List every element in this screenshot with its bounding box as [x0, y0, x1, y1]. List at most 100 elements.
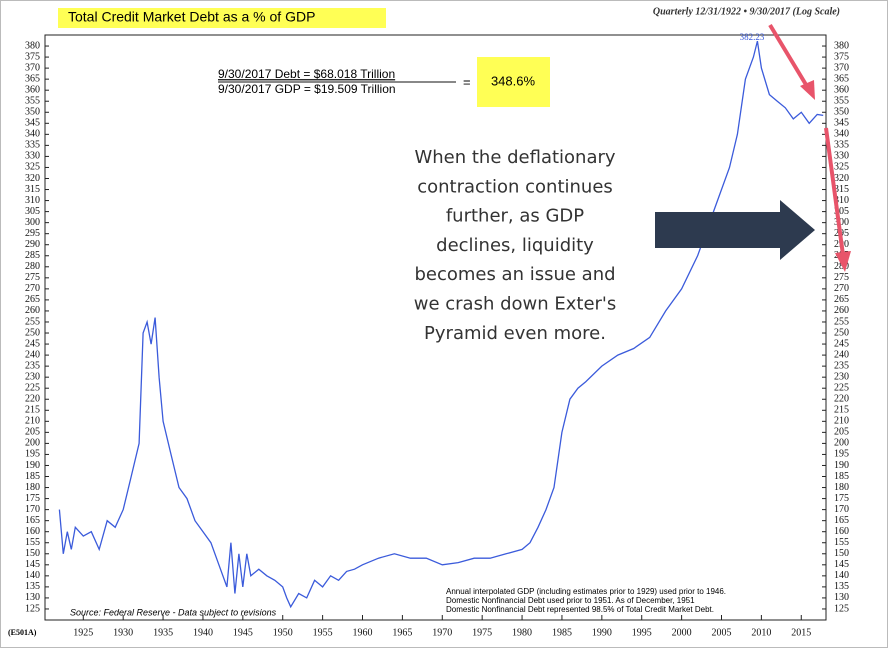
arrow	[824, 127, 845, 256]
formula-equals: =	[463, 74, 471, 89]
y-tick-label: 365	[25, 73, 40, 84]
code: (E501A)	[8, 628, 37, 637]
chart-title: Total Credit Market Debt as a % of GDP	[68, 9, 315, 25]
x-tick-label: 1965	[392, 627, 412, 638]
x-tick-label: 1995	[632, 627, 652, 638]
x-tick-label: 1975	[472, 627, 492, 638]
annotation: When the deflationary contraction continu…	[414, 147, 617, 344]
y-tick-label: 165	[834, 515, 849, 526]
y-tick-label: 275	[25, 272, 40, 283]
footnote: Domestic Nonfinancial Debt used prior to…	[446, 596, 695, 605]
y-tick-label: 170	[25, 504, 40, 515]
y-tick-label: 180	[834, 482, 849, 493]
y-tick-label: 280	[834, 261, 849, 272]
y-tick-label: 285	[25, 250, 40, 261]
y-tick-label: 290	[25, 239, 40, 250]
x-tick-label: 1970	[432, 627, 452, 638]
y-tick-label: 225	[25, 383, 40, 394]
y-tick-label: 155	[25, 537, 40, 548]
y-tick-label: 265	[834, 294, 849, 305]
y-tick-label: 380	[834, 40, 849, 51]
y-tick-label: 300	[25, 217, 40, 228]
y-tick-label: 175	[834, 493, 849, 504]
y-tick-label: 330	[25, 151, 40, 162]
y-tick-label: 240	[25, 349, 40, 360]
x-tick-label: 1940	[193, 627, 213, 638]
annotation-line: Pyramid even more.	[424, 323, 606, 344]
plot-area	[44, 34, 827, 621]
y-tick-label: 310	[834, 195, 849, 206]
y-tick-label: 150	[834, 548, 849, 559]
title-box	[58, 8, 386, 28]
y-tick-label: 125	[834, 603, 849, 614]
y-tick-label: 135	[25, 581, 40, 592]
y-tick-label: 175	[25, 493, 40, 504]
y-tick-label: 140	[834, 570, 849, 581]
y-tick-label: 255	[25, 316, 40, 327]
y-tick-label: 140	[25, 570, 40, 581]
formula-line: 9/30/2017 GDP = $19.509 Trillion	[218, 82, 396, 96]
y-tick-label: 210	[834, 416, 849, 427]
y-tick-label: 200	[834, 438, 849, 449]
y-tick-label: 335	[834, 140, 849, 151]
y-tick-label: 345	[25, 118, 40, 129]
footnote: Annual interpolated GDP (including estim…	[446, 587, 726, 596]
y-tick-label: 355	[834, 96, 849, 107]
arrow	[655, 200, 815, 260]
y-tick-label: 280	[25, 261, 40, 272]
y-tick-label: 360	[834, 84, 849, 95]
y-tick-label: 130	[834, 592, 849, 603]
x-tick-label: 1980	[512, 627, 532, 638]
y-tick-label: 370	[834, 62, 849, 73]
y-tick-label: 160	[25, 526, 40, 537]
y-tick-label: 190	[834, 460, 849, 471]
y-tick-label: 355	[25, 96, 40, 107]
y-tick-label: 315	[25, 184, 40, 195]
y-tick-label: 195	[25, 449, 40, 460]
y-tick-label: 340	[25, 129, 40, 140]
y-tick-label: 260	[834, 305, 849, 316]
annotation-line: contraction continues	[417, 176, 613, 197]
y-tick-label: 345	[834, 118, 849, 129]
y-tick-label: 185	[25, 471, 40, 482]
y-tick-label: 220	[834, 394, 849, 405]
x-tick-label: 1930	[113, 627, 133, 638]
source: Source: Federal Reserve - Data subject t…	[70, 607, 277, 617]
y-tick-label: 250	[834, 327, 849, 338]
y-tick-label: 265	[25, 294, 40, 305]
x-tick-label: 2015	[791, 627, 811, 638]
x-tick-label: 1950	[273, 627, 293, 638]
y-tick-label: 180	[25, 482, 40, 493]
y-tick-label: 130	[25, 592, 40, 603]
y-tick-label: 170	[834, 504, 849, 515]
annotation-line: declines, liquidity	[436, 235, 594, 256]
annotation-line: further, as GDP	[446, 206, 584, 227]
y-tick-label: 235	[25, 360, 40, 371]
y-tick-label: 360	[25, 84, 40, 95]
y-tick-label: 245	[834, 338, 849, 349]
y-tick-label: 215	[834, 405, 849, 416]
y-tick-label: 325	[25, 162, 40, 173]
peak-label: 382.23	[740, 32, 765, 42]
x-tick-label: 1945	[233, 627, 253, 638]
y-tick-label: 135	[834, 581, 849, 592]
annotation-line: When the deflationary	[414, 147, 615, 168]
y-tick-label: 320	[25, 173, 40, 184]
footnote: Domestic Nonfinancial Debt represented 9…	[446, 605, 714, 614]
arrow-head	[835, 251, 851, 272]
y-tick-label: 220	[25, 394, 40, 405]
y-tick-label: 155	[834, 537, 849, 548]
x-tick-label: 1955	[313, 627, 333, 638]
y-tick-label: 335	[25, 140, 40, 151]
y-tick-label: 350	[834, 107, 849, 118]
y-tick-label: 350	[25, 107, 40, 118]
result-box	[477, 57, 550, 107]
footnotes: Annual interpolated GDP (including estim…	[446, 587, 726, 614]
y-tick-label: 375	[25, 51, 40, 62]
y-tick-label: 295	[25, 228, 40, 239]
y-tick-label: 275	[834, 272, 849, 283]
formula-line: 9/30/2017 Debt = $68.018 Trillion	[218, 67, 395, 81]
